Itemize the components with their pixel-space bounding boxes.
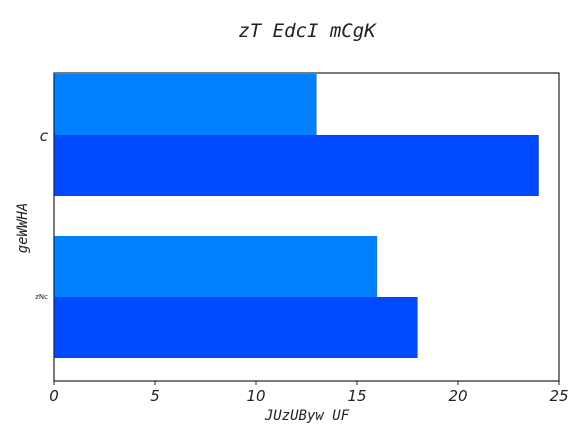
bar-zNc-series-1 xyxy=(54,236,378,297)
plot-frame xyxy=(53,72,560,382)
y-axis-categories: c zNc xyxy=(35,127,49,301)
x-tick-label: 5 xyxy=(150,387,160,405)
y-category-label: c xyxy=(40,127,49,145)
x-tick-label: 10 xyxy=(246,387,265,405)
bars-group xyxy=(54,74,539,358)
chart-title: zT EdcI mCgK xyxy=(238,20,377,42)
x-axis-label: JUzUByw UF xyxy=(264,408,350,424)
y-axis-label: geWWHA xyxy=(15,203,31,254)
x-axis-ticks: 0 5 10 15 20 25 xyxy=(49,381,569,405)
x-tick-label: 20 xyxy=(448,387,467,405)
bar-c-series-2 xyxy=(54,135,539,196)
bar-zNc-series-2 xyxy=(54,297,418,358)
bar-c-series-1 xyxy=(54,74,317,135)
y-category-label: zNc xyxy=(35,293,48,301)
x-tick-label: 25 xyxy=(549,387,568,405)
x-tick-label: 0 xyxy=(49,387,59,405)
x-tick-label: 15 xyxy=(347,387,366,405)
